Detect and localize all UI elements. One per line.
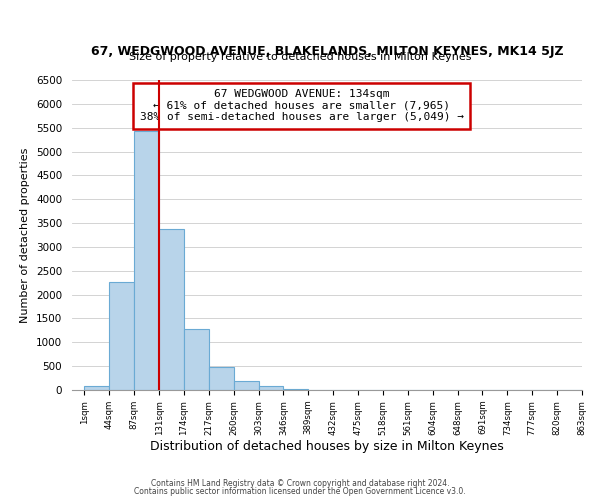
- Bar: [159, 229, 184, 390]
- Bar: [259, 386, 283, 390]
- Title: 67, WEDGWOOD AVENUE, BLAKELANDS, MILTON KEYNES, MK14 5JZ: 67, WEDGWOOD AVENUE, BLAKELANDS, MILTON …: [91, 45, 563, 58]
- Bar: [85, 386, 109, 390]
- Text: 67 WEDGWOOD AVENUE: 134sqm
← 61% of detached houses are smaller (7,965)
38% of s: 67 WEDGWOOD AVENUE: 134sqm ← 61% of deta…: [139, 90, 464, 122]
- Bar: [283, 388, 308, 390]
- Bar: [209, 367, 234, 390]
- Bar: [184, 329, 209, 390]
- Text: Contains HM Land Registry data © Crown copyright and database right 2024.: Contains HM Land Registry data © Crown c…: [151, 478, 449, 488]
- Text: Contains public sector information licensed under the Open Government Licence v3: Contains public sector information licen…: [134, 487, 466, 496]
- Text: Size of property relative to detached houses in Milton Keynes: Size of property relative to detached ho…: [129, 52, 471, 62]
- X-axis label: Distribution of detached houses by size in Milton Keynes: Distribution of detached houses by size …: [150, 440, 504, 453]
- Bar: [109, 282, 134, 390]
- Bar: [134, 130, 159, 390]
- Bar: [234, 381, 259, 390]
- Y-axis label: Number of detached properties: Number of detached properties: [20, 148, 31, 322]
